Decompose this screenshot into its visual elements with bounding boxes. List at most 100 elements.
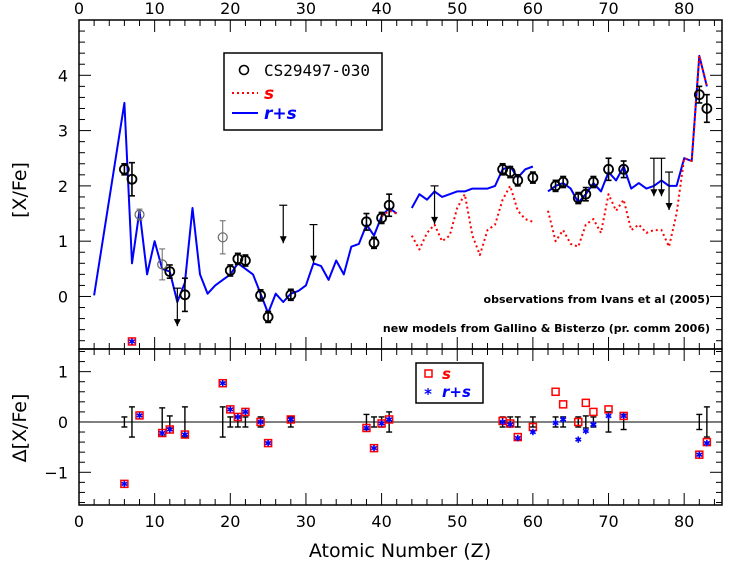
asterisk-stroke <box>507 422 514 427</box>
x-tick-label-bottom: 20 <box>220 512 240 531</box>
x-tick-label-bottom: 60 <box>523 512 543 531</box>
model-line-rs <box>93 101 398 315</box>
x-axis-title: Atomic Number (Z) <box>309 540 491 562</box>
y-tick-label-top: 0 <box>58 287 68 306</box>
residual-s-point <box>127 337 137 346</box>
legend-obs-marker <box>238 64 250 76</box>
residual-s-point <box>180 430 190 439</box>
residual-s-point <box>384 415 394 424</box>
obs-point <box>134 209 145 220</box>
asterisk-stroke <box>242 409 249 415</box>
residual-rs-point <box>181 431 189 438</box>
residual-rs-point <box>166 426 173 433</box>
residual-rs-point <box>159 429 166 437</box>
legend-rs-marker: * <box>424 385 432 403</box>
obs-point <box>361 216 372 228</box>
x-tick-label-top: 60 <box>523 0 543 18</box>
asterisk-stroke <box>181 432 189 437</box>
obs-point <box>701 103 713 114</box>
asterisk-stroke <box>363 425 370 431</box>
residual-rs-point <box>590 421 597 428</box>
residual-rs-point <box>514 434 521 442</box>
asterisk-stroke <box>227 407 234 412</box>
residual-rs-point <box>605 412 612 420</box>
asterisk-stroke <box>575 437 582 442</box>
upper-limit-arrowhead <box>650 189 658 197</box>
asterisk-stroke <box>287 417 294 422</box>
residual-rs-point <box>257 418 264 426</box>
upper-limit-arrowhead <box>431 216 439 224</box>
model-line-s <box>547 54 708 248</box>
x-tick-label-top: 70 <box>598 0 618 18</box>
asterisk-stroke <box>559 417 567 422</box>
upper-limit-arrowhead <box>657 189 665 197</box>
obs-point <box>504 166 516 178</box>
residual-rs-point <box>287 416 294 423</box>
bottom-panel-ticks: 0 10 20 30 40 50 60 70 80 −1 0 1 <box>44 349 722 531</box>
residual-rs-point <box>696 451 703 458</box>
y-tick-label-top: 2 <box>58 177 68 196</box>
obs-point <box>217 232 228 243</box>
x-tick-label-top: 20 <box>220 0 240 18</box>
obs-point <box>512 174 524 186</box>
residual-s-point <box>135 411 144 420</box>
legend-rs-marker-label: r+s <box>442 383 471 401</box>
residual-s-point <box>695 450 704 459</box>
residual-rs-point <box>703 439 711 447</box>
residual-s-point <box>218 378 227 388</box>
y-axis-title-bottom: Δ[X/Fe] <box>9 394 31 463</box>
obs-point <box>164 266 176 277</box>
x-tick-label-top: 0 <box>74 0 84 18</box>
obs-point <box>232 253 244 265</box>
asterisk-stroke <box>257 419 264 425</box>
annotation-observations: observations from Ivans et al (2005) <box>484 293 710 306</box>
asterisk-stroke <box>166 427 173 432</box>
residual-s-point <box>226 405 235 414</box>
obs-point <box>224 265 236 276</box>
x-tick-label-bottom: 50 <box>447 512 467 531</box>
residual-s-point <box>362 423 371 433</box>
obs-point <box>603 163 614 175</box>
residual-rs-point <box>378 420 385 427</box>
x-tick-label-bottom: 30 <box>296 512 316 531</box>
asterisk-stroke <box>136 413 143 418</box>
x-tick-label-top: 10 <box>144 0 164 18</box>
obs-point <box>618 163 630 175</box>
residual-s-point <box>551 387 560 397</box>
annotation-models: new models from Gallino & Bisterzo (pr. … <box>383 322 710 335</box>
residual-rs-point <box>121 480 128 488</box>
asterisk-stroke <box>696 452 703 457</box>
residual-s-point <box>574 417 583 427</box>
asterisk-stroke <box>264 440 272 446</box>
obs-point <box>157 259 168 270</box>
top-panel-upper-limits <box>173 157 674 327</box>
residual-rs-point <box>242 408 249 416</box>
y-axis-title-top: [X/Fe] <box>9 162 31 218</box>
legend-rs-label: r+s <box>264 104 297 124</box>
x-tick-label-top: 80 <box>674 0 694 18</box>
asterisk-stroke <box>620 413 627 419</box>
top-legend: CS29497-030 s r+s <box>223 52 383 131</box>
asterisk-stroke <box>582 428 590 434</box>
obs-point <box>262 311 274 323</box>
asterisk-stroke <box>499 419 506 425</box>
obs-point <box>368 237 380 249</box>
asterisk-stroke <box>703 440 711 446</box>
x-tick-label-bottom: 80 <box>674 512 694 531</box>
residual-s-point <box>581 398 591 408</box>
residual-rs-point <box>582 427 590 435</box>
y-tick-label-top: 4 <box>58 66 68 85</box>
residual-rs-point <box>620 412 627 420</box>
asterisk-stroke <box>590 422 597 427</box>
asterisk-stroke <box>234 414 242 420</box>
asterisk-stroke <box>159 430 166 436</box>
residual-s-point <box>233 412 243 422</box>
top-panel-model-lines <box>93 54 708 315</box>
model-line-s <box>410 184 534 256</box>
y-tick-label-bottom: −1 <box>44 463 68 482</box>
asterisk-stroke <box>552 420 559 426</box>
obs-point <box>255 289 266 301</box>
top-panel-observations <box>118 85 713 324</box>
obs-point <box>179 289 191 301</box>
